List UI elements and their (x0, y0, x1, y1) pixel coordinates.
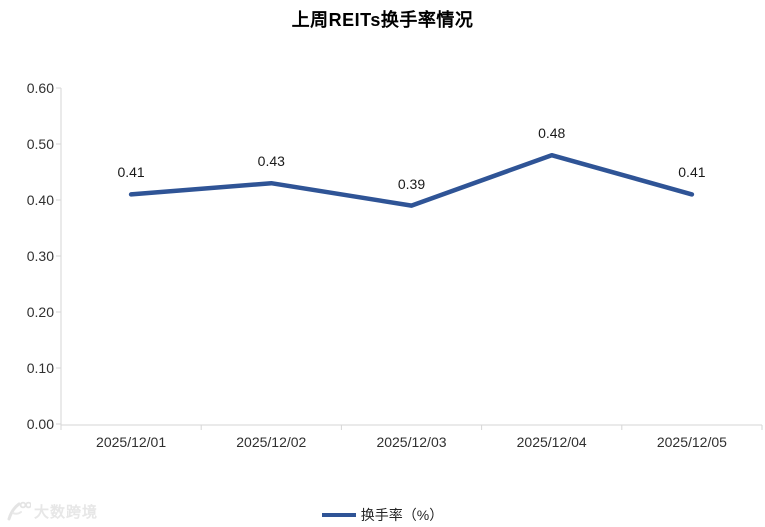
y-axis-tick-label: 0.30 (26, 248, 54, 264)
legend-label: 换手率（%） (360, 507, 444, 523)
data-point-label: 0.43 (257, 153, 285, 170)
x-axis-tick-label: 2025/12/03 (376, 434, 447, 450)
x-axis-tick-label: 2025/12/01 (96, 434, 167, 450)
y-axis-tick-label: 0.50 (26, 136, 54, 152)
data-point-label: 0.39 (397, 175, 426, 192)
data-point-label: 0.41 (678, 164, 706, 181)
y-axis-tick-label: 0.60 (26, 80, 54, 96)
chart-title: 上周REITs换手率情况 (291, 10, 474, 30)
x-axis-tick-label: 2025/12/04 (516, 434, 587, 450)
dashu-kuajing-logo-icon (7, 501, 31, 521)
y-axis-tick-label: 0.00 (26, 416, 54, 432)
y-axis-tick-label: 0.10 (26, 360, 54, 376)
x-axis-tick-label: 2025/12/02 (236, 434, 307, 450)
legend: 换手率（%） (0, 505, 765, 525)
watermark-text: 大数跨境 (34, 503, 99, 521)
y-axis-tick-label: 0.20 (26, 304, 54, 320)
data-point-label: 0.41 (117, 164, 145, 181)
x-axis-tick-label: 2025/12/05 (656, 434, 727, 450)
y-axis-tick-label: 0.40 (26, 192, 54, 208)
data-point-label: 0.48 (538, 125, 566, 142)
legend-line-swatch (321, 513, 356, 517)
watermark: 大数跨境 (5, 499, 98, 523)
series-line (128, 152, 695, 208)
